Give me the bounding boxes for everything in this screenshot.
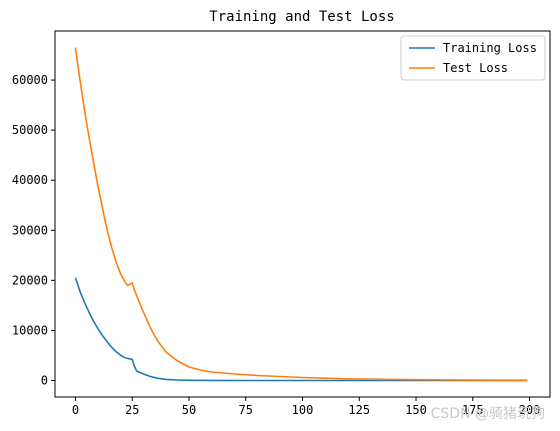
x-tick-label: 175 [462, 403, 484, 417]
x-tick-label: 200 [519, 403, 541, 417]
y-tick-label: 10000 [12, 323, 48, 337]
x-tick-label: 150 [405, 403, 427, 417]
y-tick-label: 40000 [12, 173, 48, 187]
y-tick-label: 20000 [12, 273, 48, 287]
legend-label-test-loss: Test Loss [443, 61, 508, 75]
series-line-training-loss [74, 277, 528, 382]
chart-title: Training and Test Loss [209, 9, 394, 25]
y-axis: 0 10000 20000 30000 40000 50000 60000 [12, 73, 55, 387]
legend: Training Loss Test Loss [400, 35, 546, 81]
watermark-text: CSDN @骑猪玩狗 [431, 406, 545, 422]
series-line-test-loss [74, 47, 528, 382]
x-tick-label: 75 [239, 403, 253, 417]
legend-label-training-loss: Training Loss [443, 41, 537, 55]
y-tick-label: 0 [41, 373, 48, 387]
legend-box [400, 35, 546, 81]
x-tick-label: 125 [348, 403, 370, 417]
x-tick-label: 50 [182, 403, 196, 417]
x-tick-label: 0 [72, 403, 79, 417]
plot-frame [54, 30, 551, 398]
x-tick-label: 100 [292, 403, 314, 417]
y-tick-label: 60000 [12, 73, 48, 87]
plot-area [54, 30, 551, 398]
x-axis: 0 25 50 75 100 125 150 175 200 [72, 397, 541, 417]
y-tick-label: 30000 [12, 223, 48, 237]
x-tick-label: 25 [125, 403, 139, 417]
y-tick-label: 50000 [12, 123, 48, 137]
